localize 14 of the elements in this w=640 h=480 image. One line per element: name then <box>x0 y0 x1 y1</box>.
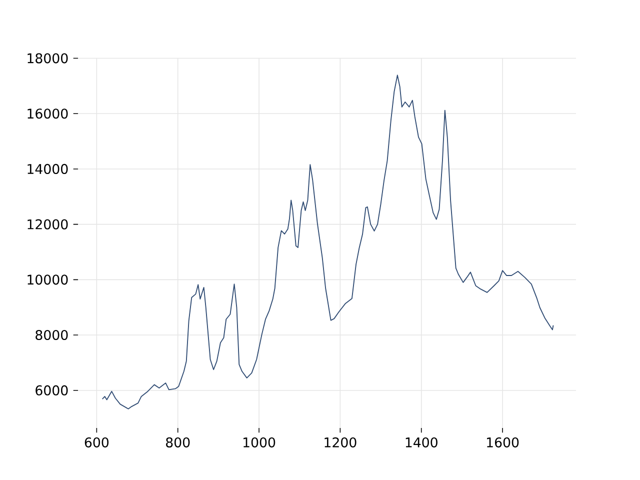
y-tick-label: 10000 <box>28 274 68 285</box>
y-tick-label: 12000 <box>28 219 68 230</box>
y-tick-label: 8000 <box>36 330 68 340</box>
x-tick-label: 800 <box>166 437 190 448</box>
x-tick-label: 1400 <box>406 437 438 448</box>
line-series <box>102 74 554 410</box>
y-tick-label: 16000 <box>28 108 68 119</box>
x-tick-label: 1200 <box>324 437 356 448</box>
y-tick-label: 18000 <box>28 53 68 64</box>
y-tick-label: 14000 <box>28 164 68 174</box>
x-tick-label: 600 <box>84 437 109 448</box>
x-tick-label: 1000 <box>244 437 276 448</box>
y-tick-label: 6000 <box>36 385 68 396</box>
x-tick-label: 1600 <box>487 437 519 448</box>
